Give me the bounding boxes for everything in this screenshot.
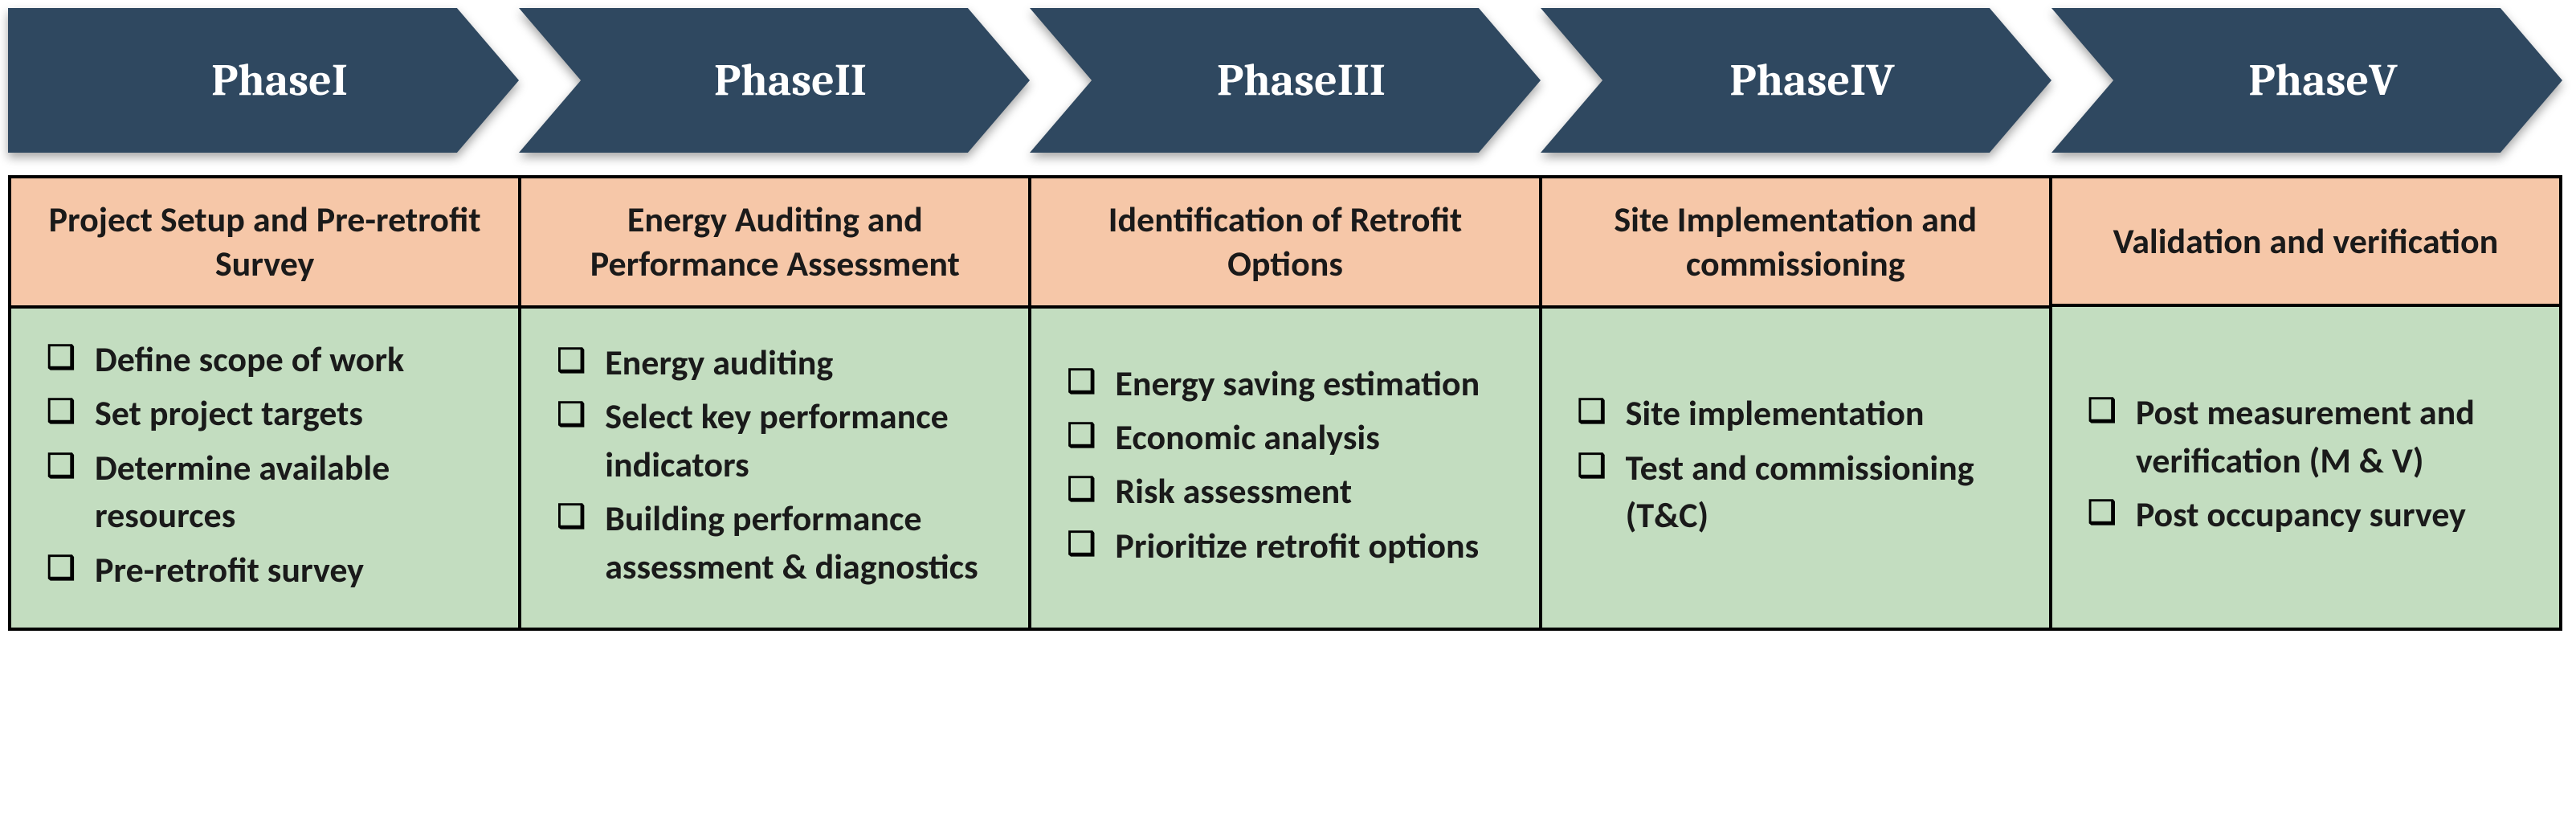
- phase-column-3: Identification of Retrofit Options Energ…: [1031, 178, 1541, 628]
- phase-item: Post occupancy survey: [2088, 491, 2535, 538]
- chevron-row: PhaseI PhaseII PhaseIII PhaseIV PhaseV: [8, 8, 2562, 153]
- phase-item: Pre-retrofit survey: [47, 546, 494, 594]
- phase-item: Building performance assessment & diagno…: [557, 495, 1004, 591]
- chevron-phase-1: PhaseI: [8, 8, 519, 153]
- phase-item: Energy auditing: [557, 339, 1004, 386]
- phase-item: Test and commissioning (T&C): [1578, 444, 2025, 540]
- phase-items: Post measurement and verification (M & V…: [2052, 307, 2559, 628]
- phase-subtitle: Project Setup and Pre-retrofit Survey: [11, 178, 518, 309]
- phase-table: Project Setup and Pre-retrofit Survey De…: [8, 175, 2562, 631]
- phase-subtitle: Validation and verification: [2052, 178, 2559, 307]
- phase-items: Define scope of work Set project targets…: [11, 309, 518, 628]
- chevron-label: PhaseIV: [1697, 55, 1894, 106]
- phase-item: Define scope of work: [47, 336, 494, 383]
- phase-subtitle: Identification of Retrofit Options: [1031, 178, 1538, 309]
- phase-item: Set project targets: [47, 390, 494, 437]
- chevron-phase-5: PhaseV: [2051, 8, 2562, 153]
- phase-column-1: Project Setup and Pre-retrofit Survey De…: [11, 178, 521, 628]
- chevron-phase-2: PhaseII: [519, 8, 1030, 153]
- chevron-label: PhaseII: [682, 55, 867, 106]
- phase-item: Site implementation: [1578, 390, 2025, 437]
- phase-item: Risk assessment: [1067, 468, 1514, 515]
- phase-subtitle: Energy Auditing and Performance Assessme…: [521, 178, 1028, 309]
- chevron-label: PhaseIII: [1185, 55, 1386, 106]
- chevron-phase-3: PhaseIII: [1030, 8, 1541, 153]
- phase-column-2: Energy Auditing and Performance Assessme…: [521, 178, 1031, 628]
- phase-item: Select key performance indicators: [557, 393, 1004, 489]
- phase-items: Site implementation Test and commissioni…: [1542, 309, 2049, 628]
- phase-item: Prioritize retrofit options: [1067, 522, 1514, 570]
- chevron-phase-4: PhaseIV: [1541, 8, 2051, 153]
- phase-column-4: Site Implementation and commissioning Si…: [1542, 178, 2052, 628]
- chevron-label: PhaseV: [2216, 55, 2397, 106]
- phase-subtitle: Site Implementation and commissioning: [1542, 178, 2049, 309]
- phase-item: Economic analysis: [1067, 414, 1514, 461]
- phase-items: Energy auditing Select key performance i…: [521, 309, 1028, 628]
- process-diagram: PhaseI PhaseII PhaseIII PhaseIV PhaseV: [8, 8, 2562, 631]
- phase-column-5: Validation and verification Post measure…: [2052, 178, 2559, 628]
- phase-item: Post measurement and verification (M & V…: [2088, 389, 2535, 485]
- phase-items: Energy saving estimation Economic analys…: [1031, 309, 1538, 628]
- chevron-label: PhaseI: [179, 55, 348, 106]
- phase-item: Determine available resources: [47, 444, 494, 540]
- phase-item: Energy saving estimation: [1067, 360, 1514, 407]
